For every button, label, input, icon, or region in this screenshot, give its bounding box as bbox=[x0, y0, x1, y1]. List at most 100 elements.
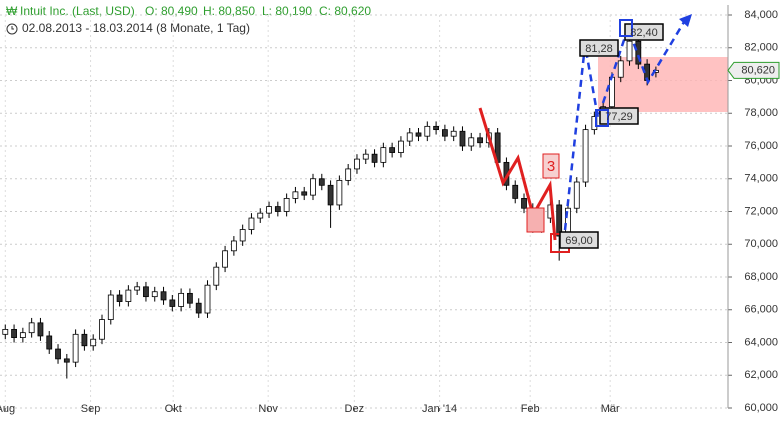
candle-body bbox=[380, 147, 387, 163]
y-tick-label: 84,000 bbox=[744, 9, 778, 21]
candle-body bbox=[406, 132, 413, 142]
candle-body bbox=[292, 191, 299, 199]
x-tick-label: Mär bbox=[601, 403, 620, 415]
candle-body bbox=[195, 302, 202, 314]
candle-body bbox=[274, 206, 281, 212]
ohlc-label: L: 80,190 bbox=[262, 4, 312, 18]
y-tick-label: 64,000 bbox=[744, 336, 778, 348]
candle-body bbox=[143, 286, 149, 298]
y-tick-label: 78,000 bbox=[744, 107, 778, 119]
y-tick-label: 76,000 bbox=[744, 140, 778, 152]
candle-body bbox=[477, 137, 483, 144]
x-tick-label: Aug bbox=[0, 403, 15, 415]
projection-arrow bbox=[679, 14, 692, 27]
chart-subtitle: 02.08.2013 - 18.03.2014 (8 Monate, 1 Tag… bbox=[22, 21, 250, 35]
x-tick-label: Feb bbox=[521, 403, 540, 415]
candle-body bbox=[617, 60, 624, 78]
price-box bbox=[579, 39, 619, 57]
price-box bbox=[624, 23, 664, 41]
pattern-line bbox=[478, 107, 557, 241]
candle-body bbox=[371, 153, 378, 163]
candle-body bbox=[169, 299, 176, 307]
candle-body bbox=[521, 197, 527, 209]
pattern-box bbox=[542, 153, 560, 179]
y-tick-label: 66,000 bbox=[744, 304, 778, 316]
candle-body bbox=[336, 179, 343, 206]
candle-body bbox=[204, 284, 211, 314]
candle-body bbox=[450, 130, 457, 137]
candle-body bbox=[239, 229, 246, 242]
candle-body bbox=[362, 153, 369, 160]
ohlc-label: O: 80,490 bbox=[145, 4, 198, 18]
chart-header: ₩ Intuit Inc. (Last, USD) O: 80,490 H: 8… bbox=[6, 4, 371, 35]
candle-body bbox=[99, 319, 105, 340]
candle-body bbox=[63, 358, 70, 363]
candle-body bbox=[134, 286, 141, 291]
candle-body bbox=[178, 292, 185, 307]
pattern-box bbox=[526, 207, 545, 233]
candle-body bbox=[55, 348, 61, 360]
candle-body bbox=[151, 291, 158, 298]
y-tick-label: 74,000 bbox=[744, 173, 778, 185]
projection-line bbox=[563, 21, 686, 231]
price-annotation: 82,40 bbox=[630, 27, 658, 39]
candle-body bbox=[345, 168, 352, 181]
y-tick-label: 62,000 bbox=[744, 369, 778, 381]
y-tick-label: 82,000 bbox=[744, 42, 778, 54]
candles bbox=[2, 33, 659, 379]
candle-body bbox=[398, 140, 404, 153]
chart-title: Intuit Inc. (Last, USD) bbox=[20, 4, 135, 18]
candle-body bbox=[37, 322, 44, 337]
clock-hand bbox=[11, 26, 14, 30]
pattern-box bbox=[595, 109, 609, 127]
candle-body bbox=[433, 125, 439, 131]
clock-icon bbox=[6, 23, 18, 35]
price-box bbox=[559, 231, 599, 249]
x-tick-label: Jan '14 bbox=[422, 403, 457, 415]
target-zone bbox=[598, 57, 728, 112]
pattern-box bbox=[619, 19, 633, 37]
candle-body bbox=[389, 147, 396, 153]
candle-body bbox=[160, 291, 167, 301]
candle-body bbox=[459, 130, 466, 147]
candle-body bbox=[90, 338, 97, 347]
candle-body bbox=[28, 322, 35, 334]
candle-body bbox=[72, 333, 79, 363]
candle-body bbox=[301, 191, 308, 196]
candle-body bbox=[609, 76, 615, 108]
x-tick-label: Nov bbox=[258, 403, 278, 415]
candle-body bbox=[310, 178, 316, 196]
price-annotation: 69,00 bbox=[565, 235, 593, 247]
candle-body bbox=[468, 137, 475, 147]
x-tick-label: Okt bbox=[165, 403, 182, 415]
candle-body bbox=[11, 328, 17, 338]
candle-body bbox=[424, 125, 431, 137]
axes: 60,000 62,000 64,000 66,000 68,000 70,000 72,0… bbox=[0, 5, 780, 415]
candle-body bbox=[556, 204, 563, 237]
candle-body bbox=[318, 178, 325, 186]
price-annotation: 81,28 bbox=[585, 43, 613, 55]
candle-body bbox=[213, 266, 220, 286]
candle-body bbox=[230, 240, 237, 252]
y-tick-label: 72,000 bbox=[744, 205, 778, 217]
candle-body bbox=[626, 40, 633, 62]
candle-body bbox=[248, 217, 255, 230]
candle-body bbox=[46, 335, 53, 350]
x-tick-label: Dez bbox=[345, 403, 365, 415]
candle-body bbox=[2, 328, 9, 335]
price-annotation: 77,29 bbox=[605, 111, 633, 123]
last-price-tag bbox=[727, 61, 780, 79]
pattern-number: 3 bbox=[547, 158, 555, 175]
candle-body bbox=[283, 197, 290, 212]
last-price-label: 80,620 bbox=[741, 64, 775, 76]
ohlc-label: H: 80,850 bbox=[203, 4, 255, 18]
candle-body bbox=[19, 332, 26, 338]
candle-body bbox=[107, 294, 114, 320]
candle-body bbox=[266, 206, 272, 214]
candle-body bbox=[354, 158, 360, 170]
y-tick-label: 68,000 bbox=[744, 271, 778, 283]
candle-body bbox=[441, 129, 448, 137]
y-tick-label: 60,000 bbox=[744, 402, 778, 414]
